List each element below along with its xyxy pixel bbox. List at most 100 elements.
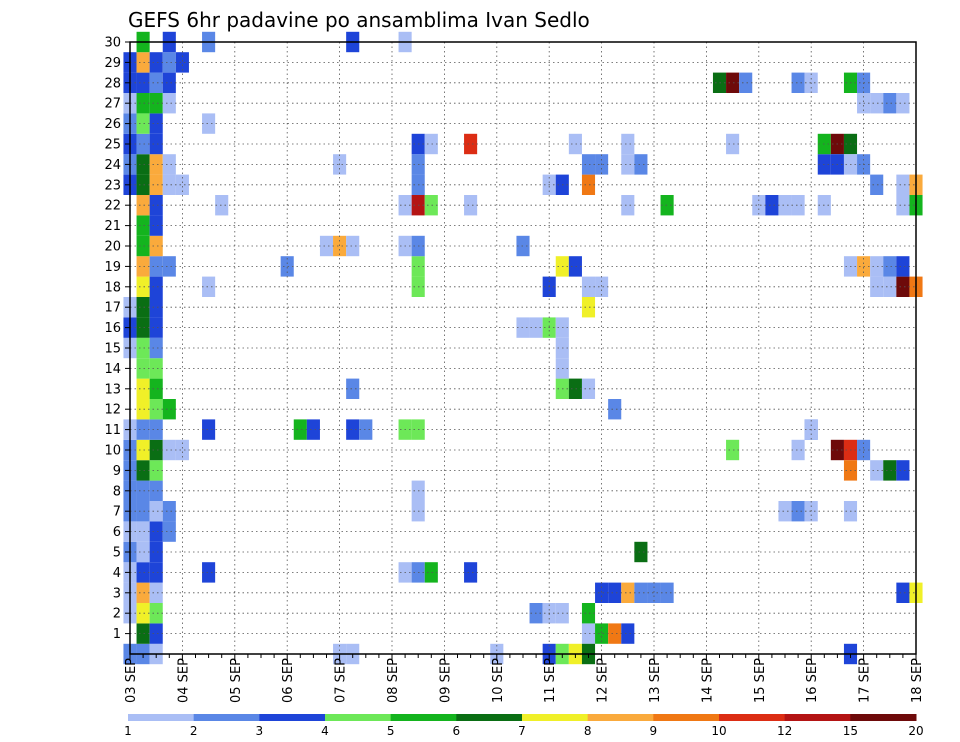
heatmap-cell xyxy=(149,72,163,93)
heatmap-cell xyxy=(726,72,740,93)
heatmap-cell xyxy=(346,378,360,399)
x-tick-label: 16 SEP xyxy=(805,658,820,703)
heatmap-cell xyxy=(568,133,582,155)
colorbar-label: 8 xyxy=(584,724,592,738)
heatmap-cell xyxy=(136,358,150,379)
heatmap-cell xyxy=(149,133,163,155)
y-tick-label: 15 xyxy=(104,342,121,357)
y-tick-label: 26 xyxy=(104,117,121,132)
heatmap-cell xyxy=(581,174,596,195)
heatmap-cell xyxy=(608,582,622,603)
x-axis-ticks: 03 SEP 04 SEP 05 SEP 06 SEP 07 SEP 08 SEP 09 S… xyxy=(124,654,925,703)
heatmap-cell xyxy=(595,623,609,644)
heatmap-cell xyxy=(149,419,163,440)
heatmap-cell xyxy=(136,623,150,644)
heatmap-cell xyxy=(215,195,229,216)
heatmap-cell xyxy=(136,174,150,195)
heatmap-cell xyxy=(136,154,150,175)
y-tick-label: 18 xyxy=(104,280,121,295)
heatmap-cell xyxy=(149,317,163,338)
heatmap-cell xyxy=(149,154,163,175)
heatmap-cell xyxy=(791,501,805,522)
heatmap-cell xyxy=(149,337,163,359)
heatmap-cell xyxy=(202,113,216,134)
heatmap-cell xyxy=(162,93,176,114)
heatmap-cell xyxy=(136,399,150,420)
heatmap-cell xyxy=(149,541,163,563)
heatmap-cell xyxy=(149,235,163,257)
heatmap-cell xyxy=(136,501,150,522)
y-tick-label: 28 xyxy=(104,76,121,91)
y-tick-label: 23 xyxy=(104,178,121,193)
heatmap-cell xyxy=(778,195,792,216)
y-tick-label: 5 xyxy=(113,546,121,561)
x-tick-label: 11 SEP xyxy=(543,658,558,703)
chart-title: GEFS 6hr padavine po ansamblima Ivan Sed… xyxy=(128,8,590,32)
y-tick-label: 21 xyxy=(104,219,121,234)
heatmap-cell xyxy=(896,582,910,603)
x-tick-label: 18 SEP xyxy=(910,658,925,703)
heatmap-cell xyxy=(136,297,150,318)
heatmap-cell xyxy=(608,623,622,644)
y-tick-label: 10 xyxy=(104,444,121,459)
heatmap-cell xyxy=(136,93,150,114)
colorbar-swatch xyxy=(128,714,195,721)
heatmap-cell xyxy=(202,276,216,297)
heatmap-cell xyxy=(359,419,373,440)
heatmap-cell xyxy=(870,93,884,114)
heatmap-cell xyxy=(149,582,163,603)
heatmap-cell xyxy=(791,439,805,461)
heatmap-cell xyxy=(581,276,596,297)
x-tick-label: 03 SEP xyxy=(124,658,139,703)
colorbar-label: 3 xyxy=(256,724,264,738)
heatmap-cell xyxy=(765,195,779,216)
x-tick-label: 15 SEP xyxy=(753,658,768,703)
heatmap-cell xyxy=(883,93,897,114)
heatmap-cell xyxy=(581,154,596,175)
heatmap-cell xyxy=(162,256,176,277)
colorbar-label: 20 xyxy=(908,724,923,738)
heatmap-cell xyxy=(149,195,163,216)
x-tick-label: 08 SEP xyxy=(386,658,401,703)
heatmap-cell xyxy=(136,541,150,563)
heatmap-cell xyxy=(202,562,216,583)
colorbar-label: 10 xyxy=(711,724,726,738)
heatmap-cell xyxy=(608,399,622,420)
x-tick-label: 14 SEP xyxy=(700,658,715,703)
heatmap-cell xyxy=(660,582,674,603)
heatmap-cell xyxy=(149,297,163,318)
heatmap-cell xyxy=(149,460,163,481)
y-tick-label: 22 xyxy=(104,199,121,214)
heatmap-cell xyxy=(883,276,897,297)
heatmap-cell xyxy=(581,623,596,644)
y-tick-label: 14 xyxy=(104,362,121,377)
heatmap-cell xyxy=(149,439,163,461)
heatmap-cell xyxy=(424,562,438,583)
gridlines xyxy=(130,41,916,654)
heatmap-cell xyxy=(162,399,176,420)
heatmap-cell xyxy=(870,256,884,277)
heatmap-cell xyxy=(136,113,150,134)
heatmap-cell xyxy=(162,439,176,461)
heatmap-cell xyxy=(149,501,163,522)
heatmap-cell xyxy=(136,460,150,481)
heatmap-cell xyxy=(647,582,661,603)
heatmap-cell xyxy=(621,195,635,216)
colorbar-swatch xyxy=(325,714,392,721)
heatmap-cell xyxy=(568,378,582,399)
heatmap-cell xyxy=(136,317,150,338)
x-tick-label: 12 SEP xyxy=(596,658,611,703)
heatmap-cell xyxy=(149,623,163,644)
heatmap-cell xyxy=(319,235,334,257)
y-tick-label: 16 xyxy=(104,321,121,336)
x-tick-label: 07 SEP xyxy=(334,658,349,703)
heatmap-cell xyxy=(162,72,176,93)
x-tick-label: 13 SEP xyxy=(648,658,663,703)
colorbar-label: 12 xyxy=(777,724,792,738)
heatmap-cell xyxy=(149,215,163,236)
heatmap-cell xyxy=(306,419,320,440)
heatmap-cell xyxy=(175,174,189,195)
y-tick-label: 17 xyxy=(104,301,121,316)
heatmap-cell xyxy=(136,72,150,93)
colorbar-label: 1 xyxy=(124,724,132,738)
